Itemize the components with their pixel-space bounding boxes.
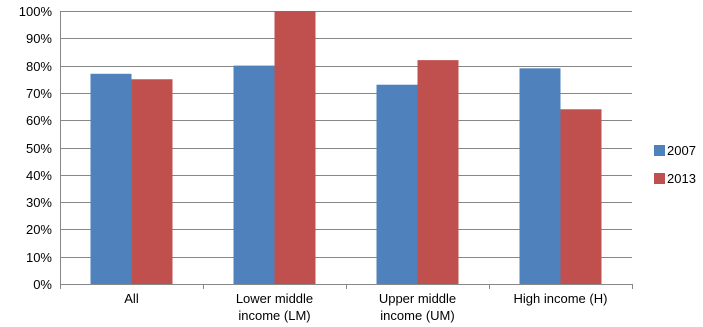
x-category-label: Upper middle income (UM) — [379, 291, 456, 323]
y-tick-label: 10% — [26, 250, 52, 265]
y-tick-label: 0% — [33, 277, 52, 292]
bar-2013 — [560, 109, 602, 284]
legend-label-2013: 2013 — [667, 171, 696, 186]
y-tick-label: 90% — [26, 31, 52, 46]
bar-2013 — [417, 60, 459, 284]
y-tick-label: 30% — [26, 195, 52, 210]
y-tick-label: 70% — [26, 86, 52, 101]
y-tick-label: 20% — [26, 222, 52, 237]
bar-2013 — [274, 11, 316, 284]
bars — [90, 11, 602, 285]
bar-2007 — [90, 73, 132, 284]
axes — [60, 11, 633, 289]
legend: 2007 2013 — [654, 143, 696, 186]
y-tick-label: 100% — [19, 4, 53, 19]
y-axis-tick-labels: 0% 10% 20% 30% 40% 50% 60% 70% 80% 90% 100% — [19, 4, 53, 292]
bar-2007 — [519, 68, 561, 284]
legend-swatch-2013 — [654, 173, 665, 184]
y-tick-label: 50% — [26, 141, 52, 156]
bar-2007 — [376, 84, 418, 285]
y-tick-label: 60% — [26, 113, 52, 128]
y-tick-label: 80% — [26, 59, 52, 74]
legend-swatch-2007 — [654, 145, 665, 156]
x-category-label: All — [124, 291, 139, 306]
x-category-label: High income (H) — [514, 291, 608, 306]
x-axis-category-labels: All Lower middle income (LM) Upper middle in… — [124, 291, 607, 323]
x-category-label: Lower middle income (LM) — [236, 291, 313, 323]
bar-2007 — [233, 65, 275, 284]
y-tick-label: 40% — [26, 168, 52, 183]
legend-label-2007: 2007 — [667, 143, 696, 158]
bar-2013 — [131, 79, 173, 284]
